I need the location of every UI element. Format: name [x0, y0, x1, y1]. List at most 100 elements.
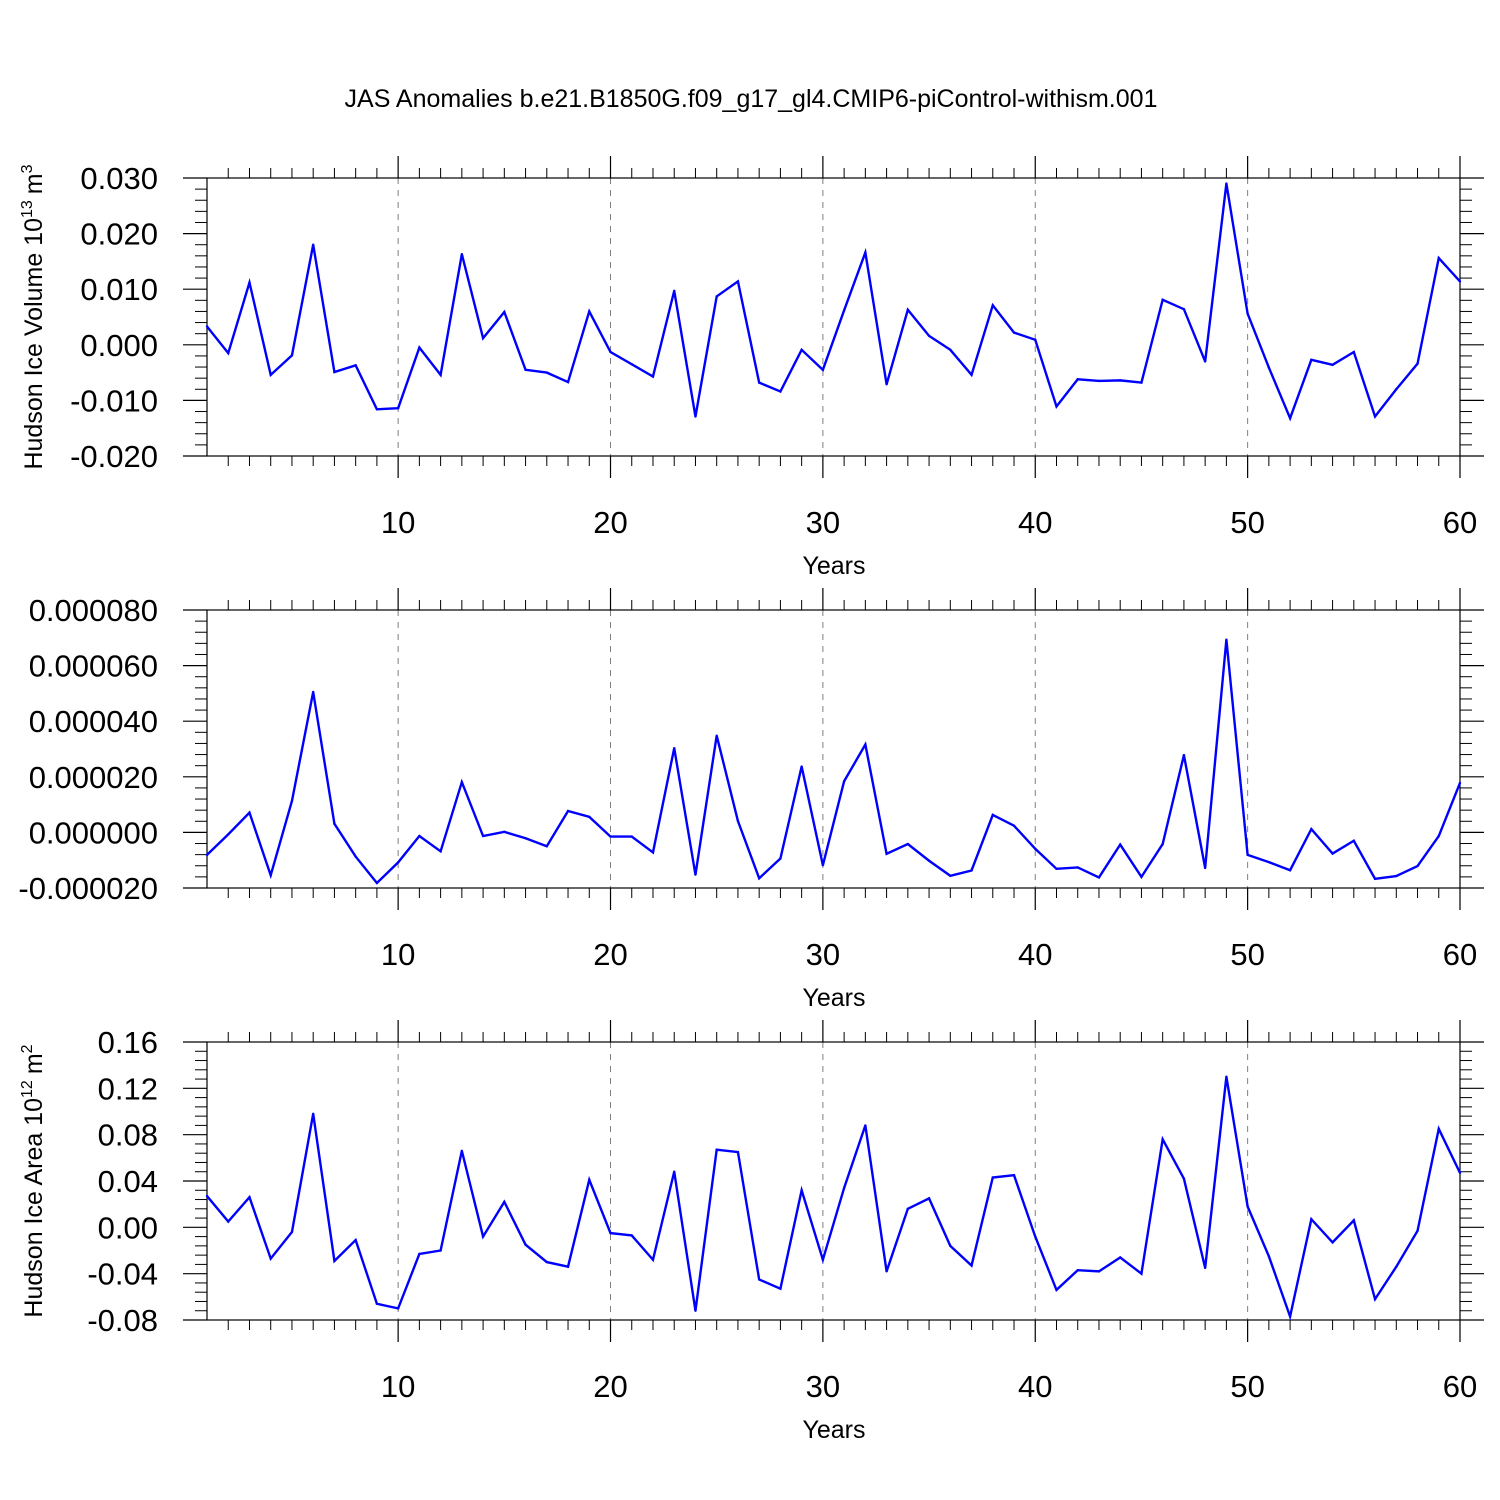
data-point: [524, 837, 527, 840]
plot-frame: [206, 609, 1461, 889]
y-axis-title-exponent: 12: [19, 1080, 36, 1098]
x-tick-label: 10: [381, 1369, 415, 1404]
data-point: [1012, 1174, 1016, 1177]
data-point: [842, 1186, 846, 1190]
data-point: [1034, 847, 1037, 851]
data-point: [375, 408, 379, 411]
data-point: [588, 310, 591, 313]
y-tick-label: -0.08: [87, 1303, 158, 1338]
data-point: [800, 1189, 803, 1192]
x-tick-label: 10: [381, 937, 415, 972]
data-point: [1055, 405, 1058, 408]
data-point: [1076, 866, 1079, 869]
data-point: [970, 373, 973, 377]
y-tick-label: 0.030: [80, 161, 158, 196]
data-point: [609, 835, 612, 838]
x-tick-label: 20: [593, 1369, 627, 1404]
data-point: [885, 1270, 888, 1273]
data-point: [588, 1178, 591, 1182]
data-point: [1267, 860, 1271, 864]
x-tick-label: 60: [1443, 505, 1477, 540]
data-point: [1458, 1171, 1462, 1175]
data-point: [821, 368, 825, 372]
data-point: [1161, 298, 1164, 301]
data-point: [1395, 388, 1398, 391]
y-axis-title-exponent: 13: [19, 200, 36, 218]
data-point: [800, 348, 803, 352]
data-point: [354, 364, 357, 367]
series-line: [206, 1076, 1462, 1321]
panels: 10 20 30 40 50 60 -0.020 -0.010 0.000 0.010 0.020 0…: [18, 156, 1484, 1444]
data-point: [651, 375, 655, 378]
panel-3: 10 20 30 40 50 60 -0.08 -0.04 0.00 0.04 0.08 0.12 0.…: [19, 1020, 1484, 1444]
data-point: [566, 1265, 570, 1268]
data-point: [1012, 331, 1016, 334]
data-point: [630, 835, 633, 838]
data-point: [885, 852, 888, 856]
y-axis-title-unit-exponent: 3: [19, 164, 36, 173]
data-point: [1267, 366, 1271, 369]
y-tick-label: 0.000040: [29, 704, 158, 739]
data-point: [757, 381, 761, 384]
data-point: [970, 1264, 973, 1267]
data-point: [651, 851, 655, 854]
data-point: [1331, 363, 1334, 367]
data-point: [991, 813, 994, 817]
data-point: [354, 855, 357, 858]
data-point: [1458, 781, 1462, 785]
data-point: [864, 1124, 867, 1127]
data-point: [269, 874, 272, 877]
x-axis-title: Years: [802, 1416, 865, 1444]
data-point: [375, 1302, 379, 1305]
data-point: [1437, 256, 1440, 260]
data-point: [1076, 378, 1079, 381]
data-point: [481, 1235, 485, 1238]
data-point: [333, 1259, 336, 1263]
data-point: [1055, 1288, 1058, 1292]
data-point: [991, 304, 994, 307]
data-point: [1140, 1272, 1143, 1275]
data-point: [630, 1234, 633, 1237]
data-point: [1097, 1270, 1101, 1273]
y-axis-title-unit: m: [20, 173, 48, 194]
chart-title: JAS Anomalies b.e21.B1850G.f09_g17_gl4.C…: [345, 85, 1158, 113]
data-point: [736, 280, 740, 283]
data-point: [779, 1287, 782, 1290]
x-tick-label: 60: [1443, 1369, 1477, 1404]
x-tick-label: 50: [1230, 1369, 1264, 1404]
data-point: [248, 281, 251, 284]
data-point: [1055, 867, 1058, 871]
data-point: [290, 354, 294, 357]
y-axis-title-unit-exponent: 2: [19, 1044, 36, 1053]
x-tick-label: 20: [593, 937, 627, 972]
data-point: [481, 834, 485, 838]
data-point: [927, 334, 931, 338]
x-tick-label: 30: [806, 1369, 840, 1404]
data-point: [269, 373, 272, 377]
data-point: [1203, 1266, 1207, 1270]
data-point: [439, 850, 442, 853]
y-tick-label: 0.12: [98, 1071, 158, 1106]
data-point: [1182, 1177, 1186, 1180]
data-point: [864, 251, 867, 254]
data-point: [1458, 280, 1462, 283]
data-point: [418, 834, 421, 838]
data-point: [439, 373, 442, 377]
data-point: [821, 864, 825, 867]
data-point: [715, 295, 718, 298]
data-point: [1310, 358, 1313, 362]
data-point: [757, 1278, 761, 1281]
plot-frame: [206, 177, 1461, 457]
data-point: [630, 363, 633, 366]
data-point: [311, 243, 315, 246]
data-point: [1395, 874, 1398, 878]
data-point: [1352, 1219, 1356, 1222]
data-point: [715, 1148, 718, 1151]
data-point: [1012, 824, 1016, 827]
data-point: [885, 383, 888, 386]
data-point: [354, 1238, 357, 1242]
data-point: [227, 833, 230, 836]
x-tick-label: 30: [806, 505, 840, 540]
data-point: [949, 348, 952, 352]
data-point: [1246, 312, 1249, 315]
